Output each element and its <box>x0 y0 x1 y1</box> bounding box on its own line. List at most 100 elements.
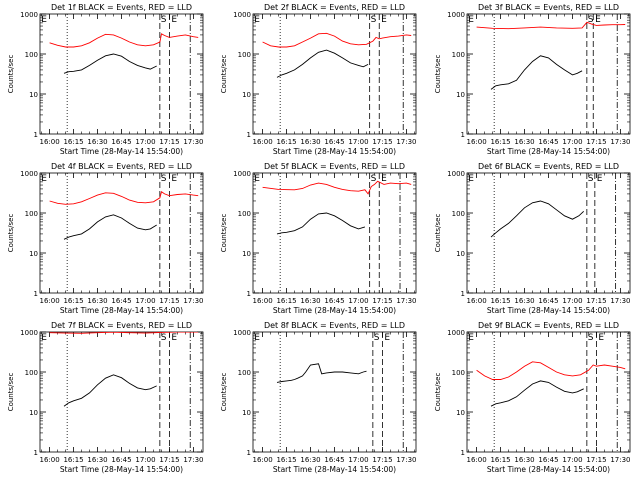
event-letter: S <box>161 333 167 343</box>
chart-title: Det 1f BLACK = Events, RED = LLD <box>51 3 192 12</box>
red-lld-series <box>262 32 412 48</box>
event-letter: E <box>171 15 177 25</box>
x-tick-label: 16:15 <box>276 456 296 464</box>
x-tick-label: 16:15 <box>276 297 296 305</box>
series-group <box>476 361 626 407</box>
y-tick-label: 10 <box>29 250 38 258</box>
y-tick-label: 100 <box>238 369 251 377</box>
chart-title: Det 3f BLACK = Events, RED = LLD <box>478 3 619 12</box>
x-tick-label: 16:00 <box>252 138 272 146</box>
event-letter: E <box>171 174 177 184</box>
event-letter: S <box>374 333 380 343</box>
x-tick-label: 17:00 <box>348 297 368 305</box>
x-tick-label: 16:00 <box>466 138 486 146</box>
chart-title: Det 7f BLACK = Events, RED = LLD <box>51 321 192 330</box>
chart-title: Det 2f BLACK = Events, RED = LLD <box>264 3 405 12</box>
y-axis-label: Counts/sec <box>434 214 442 253</box>
event-letter: S <box>588 15 594 25</box>
plot-frame <box>39 13 204 135</box>
plot-frame <box>466 331 631 453</box>
event-letter: E <box>254 333 260 343</box>
x-tick-label: 17:15 <box>372 456 392 464</box>
y-axis-label: Counts/sec <box>7 55 15 94</box>
x-tick-label: 17:30 <box>183 138 203 146</box>
black-events-series <box>63 374 157 407</box>
event-letter: E <box>598 333 604 343</box>
x-tick-label: 16:30 <box>300 138 320 146</box>
x-tick-label: 16:00 <box>466 456 486 464</box>
y-tick-label: 1000 <box>447 329 465 337</box>
y-tick-label: 1 <box>247 290 251 298</box>
y-tick-label: 1000 <box>233 329 251 337</box>
red-lld-series <box>476 21 626 30</box>
x-axis-label: Start Time (28-May-14 15:54:00) <box>60 306 183 315</box>
y-tick-label: 100 <box>25 210 38 218</box>
event-letter: E <box>254 174 260 184</box>
x-tick-label: 16:45 <box>538 456 558 464</box>
chart-panel-6: Det 6f BLACK = Events, RED = LLD 1 10 100 10… <box>434 162 631 315</box>
y-tick-label: 1 <box>247 131 251 139</box>
y-tick-label: 1 <box>34 290 38 298</box>
event-letter: E <box>381 15 387 25</box>
event-letter: E <box>597 174 603 184</box>
y-tick-label: 100 <box>452 369 465 377</box>
x-tick-label: 17:30 <box>396 138 416 146</box>
x-tick-label: 16:30 <box>514 297 534 305</box>
event-letter: E <box>595 15 601 25</box>
x-tick-label: 16:00 <box>466 297 486 305</box>
x-tick-label: 17:00 <box>135 297 155 305</box>
red-lld-series <box>476 361 626 380</box>
x-axis-label: Start Time (28-May-14 15:54:00) <box>487 147 610 156</box>
red-lld-series <box>49 332 199 334</box>
black-events-series <box>276 212 366 235</box>
chart-panel-9: Det 9f BLACK = Events, RED = LLD 1 10 100 10… <box>434 321 631 474</box>
x-tick-label: 17:00 <box>562 138 582 146</box>
x-tick-label: 16:30 <box>87 297 107 305</box>
y-tick-label: 10 <box>29 91 38 99</box>
y-tick-label: 10 <box>456 91 465 99</box>
y-tick-label: 100 <box>25 51 38 59</box>
x-tick-label: 16:15 <box>63 297 83 305</box>
x-tick-label: 16:45 <box>538 297 558 305</box>
event-letter: E <box>254 15 260 25</box>
x-tick-label: 17:30 <box>183 456 203 464</box>
y-tick-label: 1000 <box>20 11 38 19</box>
x-tick-label: 16:30 <box>514 138 534 146</box>
x-tick-label: 17:00 <box>348 456 368 464</box>
event-letter: E <box>41 333 47 343</box>
x-tick-label: 17:30 <box>396 297 416 305</box>
series-group <box>276 363 367 383</box>
x-tick-label: 17:30 <box>183 297 203 305</box>
event-letter: S <box>588 333 594 343</box>
y-tick-label: 1000 <box>233 170 251 178</box>
x-tick-label: 16:15 <box>63 456 83 464</box>
black-events-series <box>276 363 367 383</box>
x-tick-label: 17:15 <box>372 138 392 146</box>
x-tick-label: 16:30 <box>300 297 320 305</box>
chart-panel-5: Det 5f BLACK = Events, RED = LLD 1 10 100 10… <box>220 162 417 315</box>
x-tick-label: 17:00 <box>348 138 368 146</box>
x-tick-label: 17:30 <box>610 138 630 146</box>
x-tick-label: 17:15 <box>159 138 179 146</box>
event-letter: E <box>41 174 47 184</box>
plot-frame <box>252 172 417 294</box>
x-axis-label: Start Time (28-May-14 15:54:00) <box>487 465 610 474</box>
event-letter: E <box>41 15 47 25</box>
chart-panel-8: Det 8f BLACK = Events, RED = LLD 1 10 100 10… <box>220 321 417 474</box>
y-tick-label: 100 <box>452 51 465 59</box>
chart-panel-7: Det 7f BLACK = Events, RED = LLD 1 10 100 10… <box>7 321 204 474</box>
chart-panel-2: Det 2f BLACK = Events, RED = LLD 1 10 100 10… <box>220 3 417 156</box>
x-tick-label: 16:15 <box>490 456 510 464</box>
y-tick-label: 1000 <box>447 11 465 19</box>
x-tick-label: 16:00 <box>39 138 59 146</box>
x-tick-label: 16:00 <box>252 456 272 464</box>
y-tick-label: 100 <box>452 210 465 218</box>
y-tick-label: 1 <box>34 131 38 139</box>
x-tick-label: 16:30 <box>87 456 107 464</box>
y-tick-label: 1000 <box>20 170 38 178</box>
x-tick-label: 17:15 <box>586 138 606 146</box>
event-letter: S <box>371 174 377 184</box>
y-axis-label: Counts/sec <box>434 55 442 94</box>
event-letter: E <box>171 333 177 343</box>
